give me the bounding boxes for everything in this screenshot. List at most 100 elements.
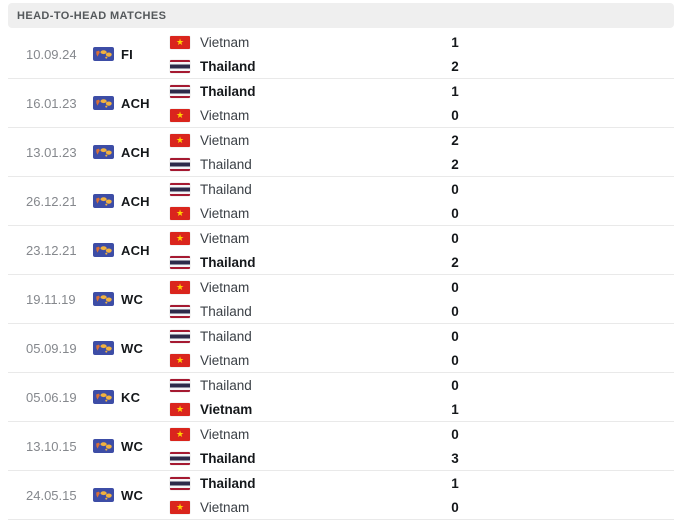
globe-world-map-icon <box>93 292 114 306</box>
team-name: Thailand <box>200 83 256 99</box>
vietnam-flag-icon <box>170 500 190 514</box>
vietnam-flag-icon <box>170 402 190 416</box>
match-date: 13.01.23 <box>26 144 77 160</box>
team-name: Vietnam <box>200 107 250 123</box>
globe-world-map-icon <box>93 341 114 355</box>
thailand-flag-icon <box>170 304 190 318</box>
team-score: 0 <box>451 303 459 319</box>
team-name: Vietnam <box>200 352 250 368</box>
competition: WC <box>92 341 170 356</box>
match-row[interactable]: 19.11.19 WC Vietnam 0 Thailan <box>8 275 674 324</box>
match-date: 10.09.24 <box>26 46 77 62</box>
globe-world-map-icon <box>93 96 114 110</box>
thailand-flag-icon <box>170 255 190 269</box>
globe-world-map-icon <box>93 390 114 404</box>
head-to-head-widget: HEAD-TO-HEAD MATCHES 10.09.24 FI Vietnam… <box>0 3 682 525</box>
team-score: 0 <box>451 426 459 442</box>
competition: ACH <box>92 96 170 111</box>
team-score: 2 <box>451 132 459 148</box>
match-date: 24.05.15 <box>26 487 77 503</box>
match-date: 26.12.21 <box>26 193 77 209</box>
competition-code: WC <box>121 487 144 503</box>
team-name: Thailand <box>200 328 252 344</box>
team-score: 1 <box>451 83 459 99</box>
competition-code: WC <box>121 340 144 356</box>
globe-world-map-icon <box>93 243 114 257</box>
globe-world-map-icon <box>93 47 114 61</box>
team-line-home: Thailand 0 <box>170 324 466 348</box>
match-list: 10.09.24 FI Vietnam 1 Thailan <box>8 30 674 520</box>
competition: ACH <box>92 243 170 258</box>
team-line-away: Thailand 3 <box>170 446 466 470</box>
competition-code: KC <box>121 389 141 405</box>
team-name: Thailand <box>200 58 256 74</box>
vietnam-flag-icon <box>170 280 190 294</box>
team-name: Vietnam <box>200 132 250 148</box>
team-score: 0 <box>451 107 459 123</box>
match-row[interactable]: 26.12.21 ACH Thailand 0 Vietn <box>8 177 674 226</box>
globe-world-map-icon <box>93 194 114 208</box>
vietnam-flag-icon <box>170 35 190 49</box>
vietnam-flag-icon <box>170 108 190 122</box>
team-name: Vietnam <box>200 499 250 515</box>
team-score: 1 <box>451 401 459 417</box>
team-score: 2 <box>451 156 459 172</box>
team-line-home: Vietnam 2 <box>170 128 466 152</box>
team-score: 0 <box>451 377 459 393</box>
thailand-flag-icon <box>170 378 190 392</box>
team-line-home: Vietnam 0 <box>170 275 466 299</box>
team-line-home: Vietnam 0 <box>170 422 466 446</box>
team-score: 0 <box>451 205 459 221</box>
team-name: Thailand <box>200 254 256 270</box>
thailand-flag-icon <box>170 182 190 196</box>
competition: ACH <box>92 194 170 209</box>
team-name: Vietnam <box>200 426 250 442</box>
team-line-home: Thailand 0 <box>170 177 466 201</box>
team-name: Thailand <box>200 181 252 197</box>
match-row[interactable]: 16.01.23 ACH Thailand 1 Vietn <box>8 79 674 128</box>
teams-block: Vietnam 2 Thailand 2 <box>170 128 466 176</box>
competition: WC <box>92 292 170 307</box>
thailand-flag-icon <box>170 157 190 171</box>
team-line-home: Vietnam 0 <box>170 226 466 250</box>
team-score: 0 <box>451 181 459 197</box>
vietnam-flag-icon <box>170 231 190 245</box>
team-score: 0 <box>451 230 459 246</box>
team-name: Thailand <box>200 475 256 491</box>
team-name: Vietnam <box>200 401 253 417</box>
team-line-away: Vietnam 0 <box>170 495 466 519</box>
match-row[interactable]: 05.06.19 KC Thailand 0 Vietna <box>8 373 674 422</box>
team-line-away: Vietnam 0 <box>170 201 466 225</box>
team-line-away: Vietnam 0 <box>170 348 466 372</box>
section-title: HEAD-TO-HEAD MATCHES <box>17 9 167 22</box>
team-line-home: Thailand 1 <box>170 471 466 495</box>
thailand-flag-icon <box>170 84 190 98</box>
thailand-flag-icon <box>170 476 190 490</box>
vietnam-flag-icon <box>170 133 190 147</box>
team-score: 0 <box>451 279 459 295</box>
team-line-home: Thailand 0 <box>170 373 466 397</box>
team-line-home: Thailand 1 <box>170 79 466 103</box>
team-name: Vietnam <box>200 230 250 246</box>
team-score: 2 <box>451 58 459 74</box>
team-score: 0 <box>451 499 459 515</box>
teams-block: Vietnam 0 Thailand 2 <box>170 226 466 274</box>
match-row[interactable]: 13.01.23 ACH Vietnam 2 Thaila <box>8 128 674 177</box>
match-row[interactable]: 23.12.21 ACH Vietnam 0 Thaila <box>8 226 674 275</box>
team-line-home: Vietnam 1 <box>170 30 466 54</box>
globe-world-map-icon <box>93 439 114 453</box>
thailand-flag-icon <box>170 329 190 343</box>
match-row[interactable]: 10.09.24 FI Vietnam 1 Thailan <box>8 30 674 79</box>
team-score: 2 <box>451 254 459 270</box>
competition: WC <box>92 488 170 503</box>
competition-code: WC <box>121 291 144 307</box>
vietnam-flag-icon <box>170 427 190 441</box>
team-line-away: Vietnam 1 <box>170 397 466 421</box>
match-row[interactable]: 05.09.19 WC Thailand 0 Vietna <box>8 324 674 373</box>
competition-code: WC <box>121 438 144 454</box>
match-row[interactable]: 24.05.15 WC Thailand 1 Vietna <box>8 471 674 520</box>
section-header: HEAD-TO-HEAD MATCHES <box>8 3 674 28</box>
competition-code: FI <box>121 46 133 62</box>
team-name: Vietnam <box>200 205 250 221</box>
match-row[interactable]: 13.10.15 WC Vietnam 0 Thailan <box>8 422 674 471</box>
